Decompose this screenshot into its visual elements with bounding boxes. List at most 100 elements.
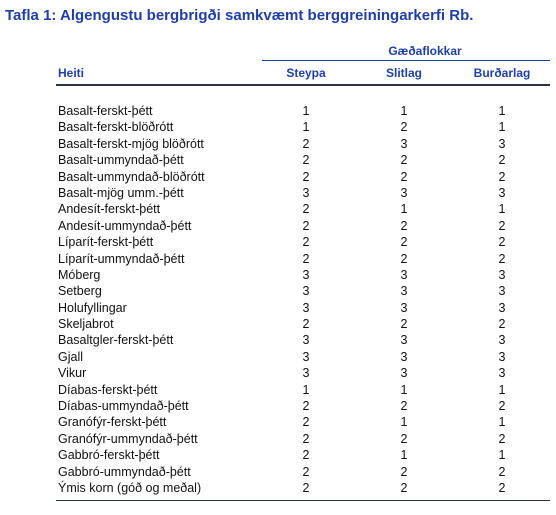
cell-steypa: 2 [302, 480, 310, 495]
cell-name: Holufyllingar [58, 300, 127, 315]
cell-slitlag: 1 [400, 448, 408, 463]
cell-steypa: 3 [302, 349, 310, 364]
cell-slitlag: 3 [400, 300, 408, 315]
cell-burdarlag: 2 [498, 317, 506, 332]
cell-name: Líparít-ummyndað-þétt [58, 251, 185, 266]
table-row: Díabas-ummyndað-þétt 2 2 2 [56, 398, 550, 414]
table-row: Gabbró-ferskt-þétt 2 1 1 [56, 447, 550, 463]
table-row: Basalt-ferskt-mjög blöðrótt 2 3 3 [56, 136, 550, 152]
cell-slitlag: 1 [400, 415, 408, 430]
cell-name: Móberg [58, 267, 101, 282]
cell-slitlag: 2 [400, 317, 408, 332]
cell-name: Gabbró-ferskt-þétt [58, 448, 160, 463]
table-row: Díabas-ferskt-þétt 1 1 1 [56, 382, 550, 398]
group-header: Gæðaflokkar [388, 44, 462, 58]
cell-steypa: 2 [302, 317, 310, 332]
cell-name: Basalt-ferskt-mjög blöðrótt [58, 136, 204, 151]
cell-burdarlag: 2 [498, 153, 506, 168]
cell-slitlag: 1 [400, 104, 408, 118]
cell-slitlag: 2 [400, 235, 408, 250]
group-underline [262, 60, 550, 61]
cell-slitlag: 2 [400, 169, 408, 184]
table-row: Basalt-ferskt-blöðrótt 1 2 1 [56, 119, 550, 135]
cell-slitlag: 2 [400, 218, 408, 233]
cell-burdarlag: 1 [498, 448, 506, 463]
cell-steypa: 3 [302, 333, 310, 348]
table-row: Granófýr-ummyndað-þétt 2 2 2 [56, 431, 550, 447]
cell-burdarlag: 1 [498, 415, 506, 430]
cell-steypa: 1 [302, 104, 310, 118]
cell-slitlag: 3 [400, 366, 408, 381]
table-row: Granófýr-ferskt-þétt 2 1 1 [56, 414, 550, 430]
cell-name: Granófýr-ummyndað-þétt [58, 431, 198, 446]
cell-burdarlag: 3 [498, 267, 506, 282]
cell-burdarlag: 2 [498, 480, 506, 495]
cell-steypa: 2 [302, 153, 310, 168]
table-row: Basalt-mjög umm.-þétt 3 3 3 [56, 185, 550, 201]
table-row: Basalt-ummyndað-þétt 2 2 2 [56, 152, 550, 168]
cell-burdarlag: 2 [498, 218, 506, 233]
cell-name: Basalt-mjög umm.-þétt [58, 185, 184, 200]
table-row: Líparít-ferskt-þétt 2 2 2 [56, 234, 550, 250]
cell-steypa: 3 [302, 185, 310, 200]
cell-burdarlag: 3 [498, 366, 506, 381]
table-row: Basalt-ferskt-þétt 1 1 1 [56, 103, 550, 119]
cell-slitlag: 2 [400, 464, 408, 479]
cell-steypa: 2 [302, 202, 310, 217]
column-header-steypa: Steypa [286, 66, 326, 80]
cell-slitlag: 2 [400, 399, 408, 414]
cell-burdarlag: 2 [498, 431, 506, 446]
cell-name: Díabas-ummyndað-þétt [58, 399, 189, 414]
cell-name: Basaltgler-ferskt-þétt [58, 333, 174, 348]
cell-name: Basalt-ummyndað-blöðrótt [58, 169, 205, 184]
table-row: Basaltgler-ferskt-þétt 3 3 3 [56, 332, 550, 348]
cell-steypa: 2 [302, 415, 310, 430]
cell-name: Andesít-ummyndað-þétt [58, 218, 192, 233]
cell-steypa: 2 [302, 235, 310, 250]
cell-slitlag: 2 [400, 431, 408, 446]
cell-burdarlag: 1 [498, 104, 506, 118]
cell-name: Basalt-ferskt-þétt [58, 104, 153, 118]
cell-steypa: 2 [302, 399, 310, 414]
cell-name: Andesít-ferskt-þétt [58, 202, 161, 217]
cell-burdarlag: 2 [498, 235, 506, 250]
cell-slitlag: 3 [400, 284, 408, 299]
cell-slitlag: 2 [400, 251, 408, 266]
cell-steypa: 3 [302, 284, 310, 299]
cell-slitlag: 3 [400, 136, 408, 151]
cell-name: Granófýr-ferskt-þétt [58, 415, 167, 430]
cell-steypa: 2 [302, 464, 310, 479]
cell-steypa: 3 [302, 267, 310, 282]
table-row: Ýmis korn (góð og meðal) 2 2 2 [56, 480, 550, 496]
cell-burdarlag: 3 [498, 333, 506, 348]
table-row: Setberg 3 3 3 [56, 283, 550, 299]
cell-slitlag: 2 [400, 153, 408, 168]
cell-burdarlag: 3 [498, 136, 506, 151]
column-header-slitlag: Slitlag [385, 66, 422, 80]
cell-burdarlag: 3 [498, 284, 506, 299]
cell-slitlag: 3 [400, 185, 408, 200]
cell-steypa: 1 [302, 382, 310, 397]
cell-name: Basalt-ferskt-blöðrótt [58, 120, 174, 135]
table-body: Basalt-ferskt-þétt 1 1 1 Basalt-ferskt-blöðr… [56, 103, 550, 496]
cell-name: Díabas-ferskt-þétt [58, 382, 158, 397]
cell-name: Setberg [58, 284, 102, 299]
cell-steypa: 2 [302, 169, 310, 184]
cell-steypa: 2 [302, 136, 310, 151]
cell-burdarlag: 2 [498, 169, 506, 184]
cell-burdarlag: 1 [498, 382, 506, 397]
table-row: Vikur 3 3 3 [56, 365, 550, 381]
cell-burdarlag: 2 [498, 399, 506, 414]
table-row: Andesít-ferskt-þétt 2 1 1 [56, 201, 550, 217]
cell-burdarlag: 1 [498, 120, 506, 135]
column-header-burdarlag: Burðarlag [473, 66, 531, 80]
cell-steypa: 2 [302, 218, 310, 233]
table-row: Andesít-ummyndað-þétt 2 2 2 [56, 218, 550, 234]
column-header-name: Heiti [58, 66, 85, 80]
cell-name: Líparít-ferskt-þétt [58, 235, 154, 250]
cell-steypa: 2 [302, 251, 310, 266]
cell-name: Vikur [58, 366, 87, 381]
cell-name: Gjall [58, 349, 84, 364]
cell-slitlag: 2 [400, 480, 408, 495]
header-rule [56, 84, 550, 86]
